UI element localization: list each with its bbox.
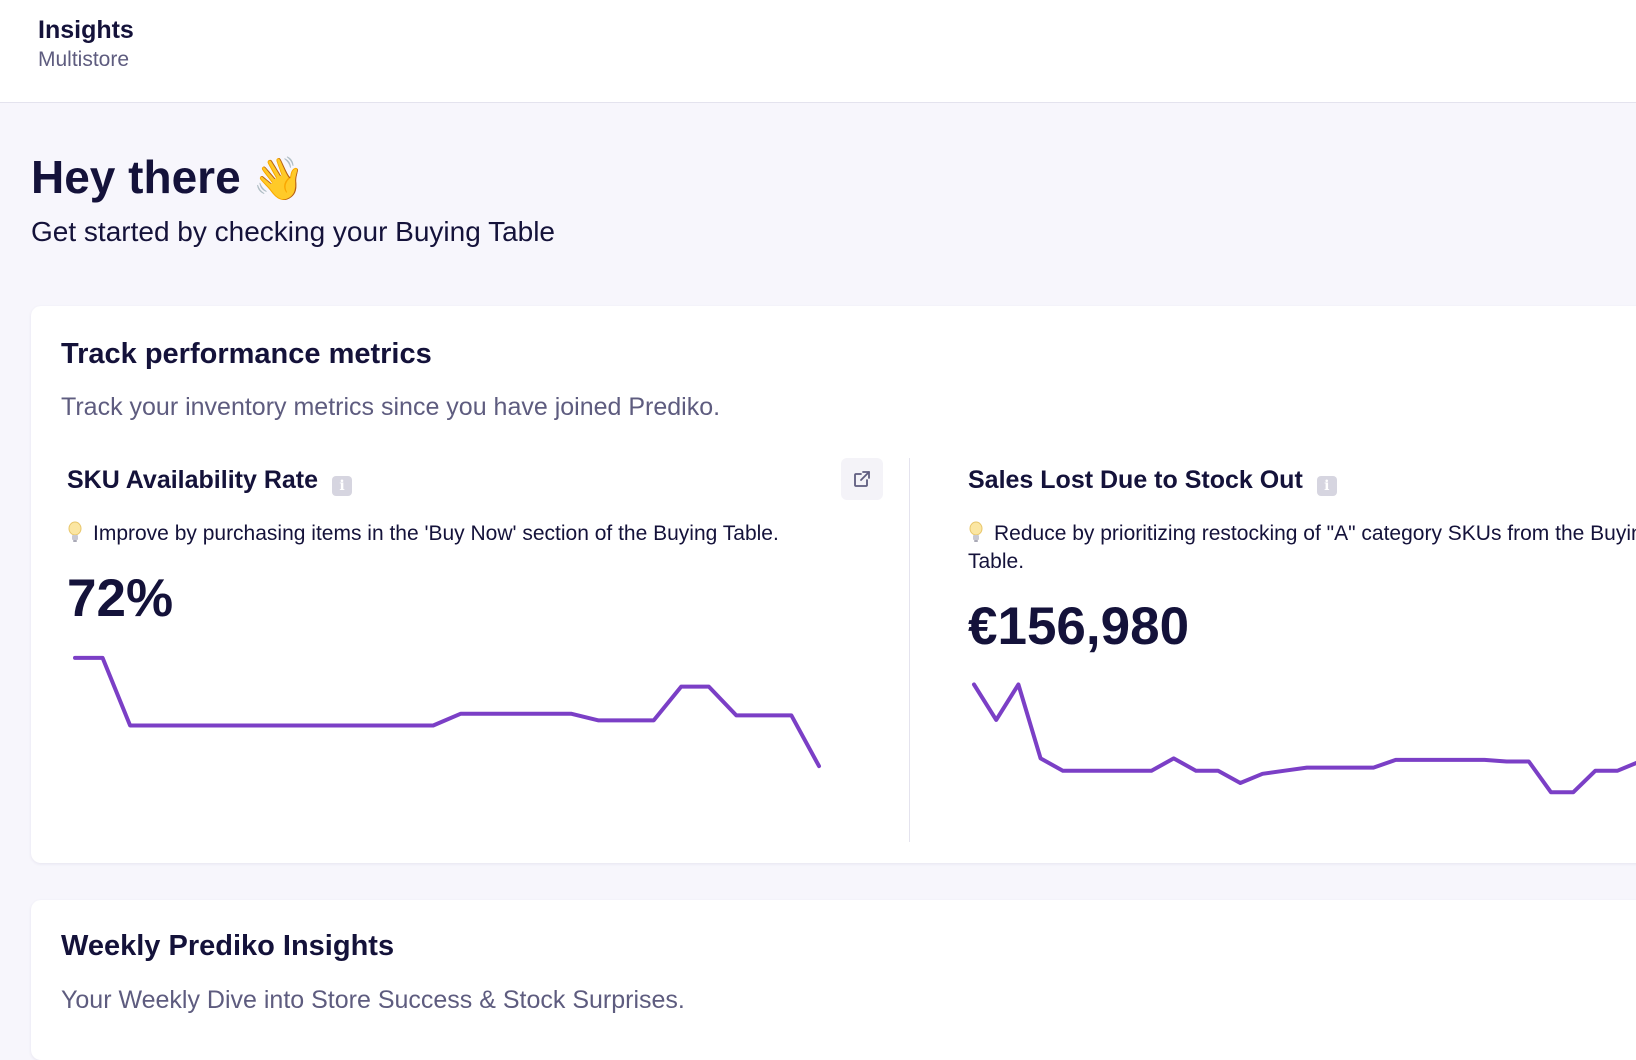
lightbulb-icon: [969, 521, 983, 542]
metric-sales-lost: Sales Lost Due to Stock Out i Reduce by p…: [968, 458, 1636, 848]
greeting-headline: Hey there 👋: [31, 150, 305, 204]
card-title: Track performance metrics: [61, 338, 432, 370]
metric-title: Sales Lost Due to Stock Out i: [968, 466, 1337, 496]
waving-hand-icon: 👋: [252, 155, 305, 202]
sales-lost-sparkline: [972, 682, 1636, 795]
greeting-subtitle: Get started by checking your Buying Tabl…: [31, 216, 556, 247]
page-title: Insights: [38, 16, 134, 44]
top-bar: Insights Multistore: [0, 0, 1636, 103]
metric-value: €156,980: [968, 597, 1190, 656]
info-icon[interactable]: i: [1316, 476, 1337, 496]
sparkline-line: [972, 682, 1636, 795]
metric-value: 72%: [67, 569, 174, 628]
card-title: Weekly Prediko Insights: [61, 930, 395, 962]
card-description: Your Weekly Dive into Store Success & St…: [61, 986, 685, 1014]
lightbulb-icon: [68, 521, 82, 542]
metric-sku-availability: SKU Availability Rate i Improve by purcha…: [67, 458, 887, 848]
sku-availability-sparkline: [73, 655, 821, 769]
weekly-insights-card: Weekly Prediko Insights Your Weekly Dive…: [31, 900, 1636, 1060]
sparkline-line: [73, 655, 821, 769]
metric-tip-text: Reduce by prioritizing restocking of "A"…: [968, 522, 1636, 573]
card-description: Track your inventory metrics since you h…: [61, 393, 721, 421]
metric-tip: Improve by purchasing items in the 'Buy …: [67, 520, 887, 548]
greeting-text: Hey there: [31, 151, 241, 203]
metric-title: SKU Availability Rate i: [67, 466, 353, 496]
metric-tip-text: Improve by purchasing items in the 'Buy …: [93, 522, 779, 545]
metric-title-text: SKU Availability Rate: [67, 466, 319, 494]
performance-metrics-card: Track performance metrics Track your inv…: [31, 306, 1636, 863]
metrics-divider: [909, 458, 910, 842]
info-icon[interactable]: i: [332, 476, 353, 496]
external-link-icon: [854, 471, 870, 487]
metric-tip: Reduce by prioritizing restocking of "A"…: [968, 520, 1636, 576]
external-link-button[interactable]: [841, 458, 883, 500]
store-selector[interactable]: Multistore: [38, 48, 130, 71]
metric-title-text: Sales Lost Due to Stock Out: [968, 466, 1303, 494]
